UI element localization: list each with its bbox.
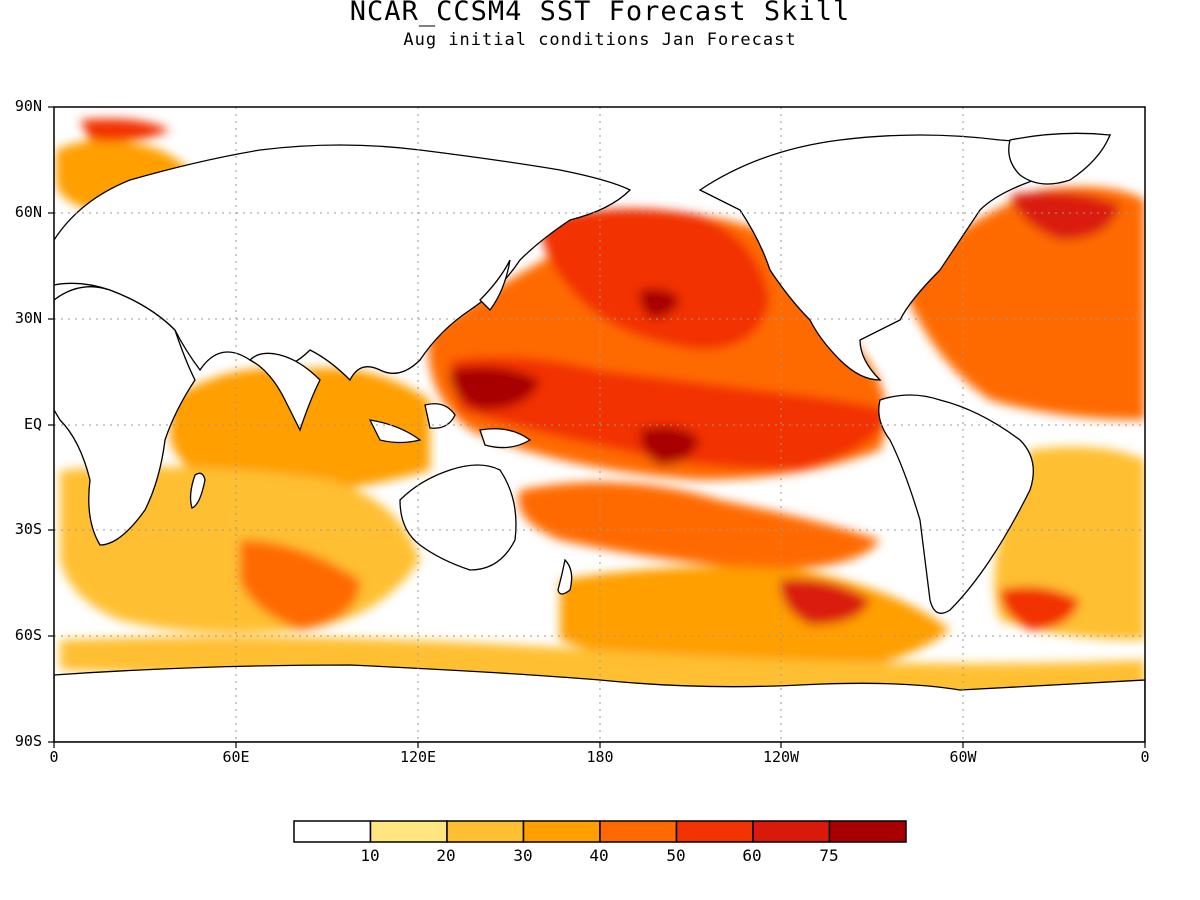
land-south-america	[878, 394, 1034, 614]
lon-label-180: 180	[586, 748, 614, 766]
colorbar-box-0	[293, 820, 372, 843]
colorbar-box-4	[599, 820, 678, 843]
land-new-guinea	[479, 428, 532, 449]
lat-label-60n: 60N	[14, 203, 42, 221]
land-australia	[399, 464, 517, 571]
lon-label-0-east: 0	[1140, 748, 1150, 766]
map-subtitle: Aug initial conditions Jan Forecast	[403, 30, 797, 50]
lat-label-30s: 30S	[14, 520, 42, 538]
land-eurasia	[54, 144, 632, 382]
land-north-america	[698, 134, 1112, 381]
map-title: NCAR_CCSM4 SST Forecast Skill	[349, 0, 851, 27]
lat-label-90s: 90S	[14, 732, 42, 750]
lat-label-60s: 60S	[14, 626, 42, 644]
land-borneo	[424, 403, 456, 429]
land-indonesia	[368, 419, 422, 444]
coastlines	[54, 132, 1145, 742]
lon-label-60e: 60E	[222, 748, 250, 766]
gridlines	[54, 107, 1145, 742]
colorbar-box-1	[369, 820, 448, 843]
land-madagascar	[189, 472, 206, 509]
axis-ticks	[48, 106, 1146, 748]
land-greenland	[1008, 132, 1111, 185]
lon-label-60w: 60W	[949, 748, 977, 766]
land-new-zealand	[557, 558, 573, 595]
colorbar-box-5	[675, 820, 754, 843]
colorbar-box-2	[446, 820, 525, 843]
lon-label-0-west: 0	[49, 748, 59, 766]
colorbar-label-40: 40	[589, 846, 609, 865]
lon-label-120w: 120W	[762, 748, 800, 766]
colorbar-label-75: 75	[819, 846, 839, 865]
lat-label-30n: 30N	[14, 309, 42, 327]
colorbar-label-10: 10	[360, 846, 380, 865]
land-india	[248, 352, 321, 432]
colorbar	[293, 820, 907, 843]
colorbar-box-3	[522, 820, 601, 843]
lon-label-120e: 120E	[399, 748, 437, 766]
land-japan	[479, 259, 511, 311]
lat-label-90n: 90N	[14, 97, 42, 115]
colorbar-label-30: 30	[513, 846, 533, 865]
colorbar-label-20: 20	[436, 846, 456, 865]
colorbar-box-6	[752, 820, 831, 843]
skill-field	[56, 118, 1145, 700]
colorbar-box-7	[828, 820, 907, 843]
colorbar-label-60: 60	[742, 846, 762, 865]
colorbar-label-50: 50	[666, 846, 686, 865]
lat-label-eq: EQ	[23, 415, 42, 433]
